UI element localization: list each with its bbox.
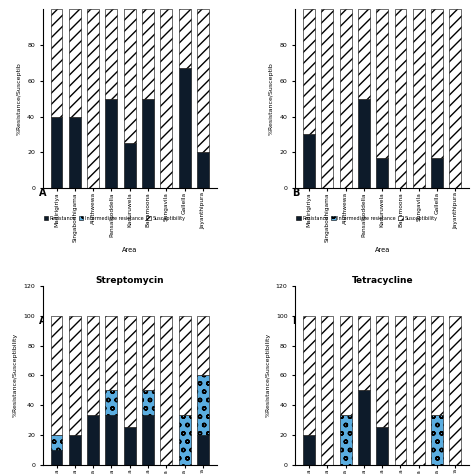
- Bar: [51, 9, 63, 117]
- Legend: Resistance, Intermediate resistance, Susceptibility: Resistance, Intermediate resistance, Sus…: [294, 294, 440, 303]
- Text: A: A: [39, 188, 46, 198]
- Text: A: A: [39, 317, 46, 327]
- Bar: [87, 316, 99, 415]
- Bar: [394, 316, 406, 465]
- Bar: [160, 316, 172, 465]
- Bar: [303, 9, 315, 135]
- Bar: [431, 415, 443, 465]
- X-axis label: Area: Area: [122, 247, 137, 253]
- Title: Streptomycin: Streptomycin: [95, 276, 164, 285]
- Bar: [69, 9, 81, 117]
- Bar: [51, 435, 63, 450]
- Bar: [160, 9, 172, 188]
- Bar: [179, 316, 191, 415]
- Bar: [431, 316, 443, 415]
- Bar: [303, 135, 315, 188]
- Bar: [303, 316, 315, 435]
- Title: Tetracycline: Tetracycline: [351, 276, 413, 285]
- Y-axis label: %Resistance/Susceptibility: %Resistance/Susceptibility: [265, 333, 270, 418]
- Bar: [197, 435, 209, 465]
- Bar: [321, 316, 333, 465]
- Bar: [106, 316, 118, 390]
- Bar: [87, 9, 99, 188]
- Bar: [449, 9, 461, 188]
- Bar: [197, 152, 209, 188]
- Bar: [358, 99, 370, 188]
- Bar: [142, 390, 154, 415]
- Bar: [106, 99, 118, 188]
- Bar: [124, 9, 136, 143]
- Legend: Resistance, Intermediate resistance, Susceptibility: Resistance, Intermediate resistance, Sus…: [42, 294, 187, 303]
- Bar: [413, 9, 425, 188]
- Text: B: B: [292, 317, 299, 327]
- Bar: [431, 157, 443, 188]
- Text: B: B: [292, 188, 299, 198]
- Bar: [106, 9, 118, 99]
- Bar: [358, 390, 370, 465]
- Bar: [179, 68, 191, 188]
- Bar: [142, 316, 154, 390]
- Bar: [197, 316, 209, 375]
- Bar: [69, 435, 81, 465]
- Bar: [449, 316, 461, 465]
- Legend: Resistance, Intermediate resistance, Susceptibility: Resistance, Intermediate resistance, Sus…: [42, 214, 187, 222]
- Bar: [321, 9, 333, 188]
- Bar: [106, 390, 118, 415]
- Bar: [376, 157, 388, 188]
- Bar: [413, 316, 425, 465]
- Bar: [340, 9, 352, 188]
- Bar: [124, 143, 136, 188]
- Bar: [51, 450, 63, 465]
- Bar: [431, 9, 443, 157]
- Legend: Resistance, Intermediate resistance, Susceptibility: Resistance, Intermediate resistance, Sus…: [294, 214, 440, 222]
- Bar: [179, 415, 191, 465]
- Bar: [87, 415, 99, 465]
- Bar: [376, 9, 388, 157]
- Bar: [340, 415, 352, 465]
- Y-axis label: %Resistance/Susceptib: %Resistance/Susceptib: [269, 62, 274, 135]
- Bar: [124, 428, 136, 465]
- Bar: [69, 316, 81, 435]
- Bar: [51, 316, 63, 435]
- Bar: [340, 316, 352, 415]
- Bar: [197, 375, 209, 435]
- X-axis label: Area: Area: [374, 247, 390, 253]
- Bar: [197, 9, 209, 152]
- Bar: [142, 9, 154, 99]
- Bar: [358, 9, 370, 99]
- Y-axis label: %Resistance/Susceptibility: %Resistance/Susceptibility: [13, 333, 18, 418]
- Bar: [106, 415, 118, 465]
- Bar: [51, 117, 63, 188]
- Bar: [394, 9, 406, 188]
- Bar: [376, 428, 388, 465]
- Bar: [142, 99, 154, 188]
- Bar: [142, 415, 154, 465]
- Bar: [69, 117, 81, 188]
- Bar: [124, 316, 136, 428]
- Bar: [358, 316, 370, 390]
- Bar: [303, 435, 315, 465]
- Bar: [179, 9, 191, 68]
- Bar: [376, 316, 388, 428]
- Y-axis label: %Resistance/Susceptib: %Resistance/Susceptib: [17, 62, 22, 135]
